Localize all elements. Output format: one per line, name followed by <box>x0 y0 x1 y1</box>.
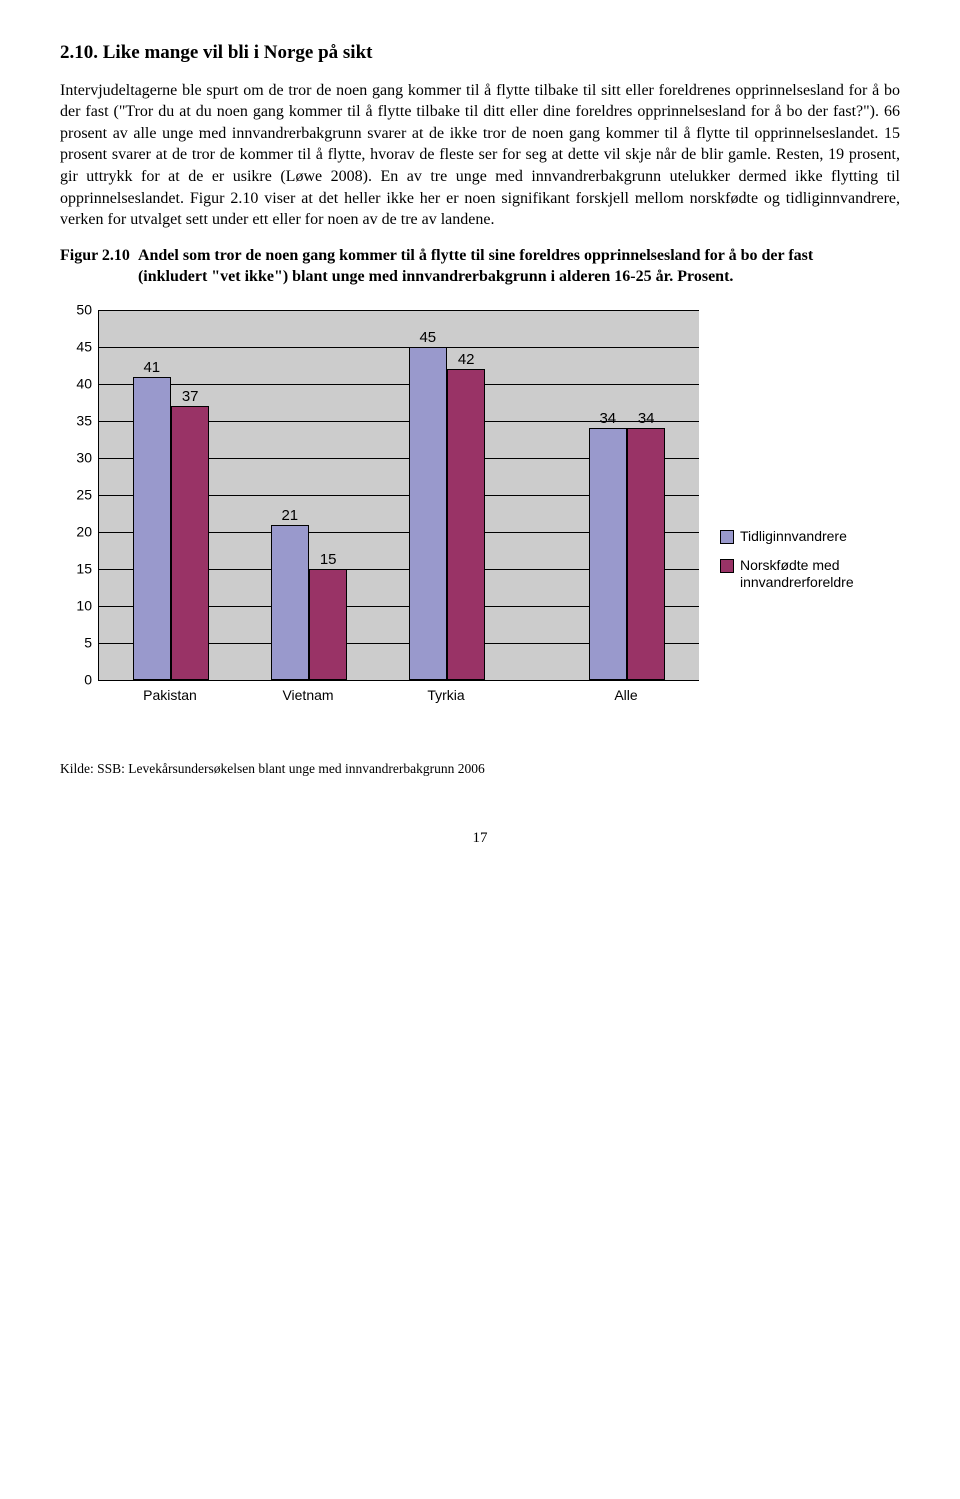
bar: 21 <box>271 525 309 680</box>
y-tick-label: 15 <box>60 560 92 579</box>
y-tick-label: 10 <box>60 597 92 616</box>
bar-value-label: 21 <box>281 506 298 526</box>
y-tick-label: 5 <box>60 634 92 653</box>
bar-value-label: 34 <box>638 409 655 429</box>
bar-value-label: 15 <box>320 550 337 570</box>
y-tick-label: 35 <box>60 412 92 431</box>
bar: 34 <box>627 428 665 680</box>
plot-area: 4137211545423434 <box>98 310 699 681</box>
bar: 45 <box>409 347 447 680</box>
bar-value-label: 41 <box>143 358 160 378</box>
bar-value-label: 42 <box>458 350 475 370</box>
bar: 41 <box>133 377 171 680</box>
page-number: 17 <box>60 828 900 848</box>
legend-item: Norskfødte med innvandrerforeldre <box>720 557 890 591</box>
figure-caption: Figur 2.10 Andel som tror de noen gang k… <box>60 245 900 288</box>
legend-label: Tidliginnvandrere <box>740 528 847 545</box>
bar-value-label: 37 <box>182 387 199 407</box>
chart-legend: Tidliginnvandrere Norskfødte med innvandr… <box>720 528 890 602</box>
x-tick-label: Alle <box>614 686 637 705</box>
bar-value-label: 34 <box>599 409 616 429</box>
bar: 15 <box>309 569 347 680</box>
gridline <box>99 384 699 385</box>
legend-item: Tidliginnvandrere <box>720 528 890 545</box>
bar: 34 <box>589 428 627 680</box>
y-tick-label: 40 <box>60 375 92 394</box>
gridline <box>99 347 699 348</box>
y-tick-label: 25 <box>60 486 92 505</box>
y-tick-label: 30 <box>60 449 92 468</box>
figure-label: Figur 2.10 <box>60 245 130 267</box>
legend-swatch <box>720 530 734 544</box>
section-heading: 2.10. Like mange vil bli i Norge på sikt <box>60 40 900 66</box>
bar: 37 <box>171 406 209 680</box>
y-tick-label: 20 <box>60 523 92 542</box>
bar-chart: 4137211545423434 05101520253035404550Pak… <box>60 302 710 742</box>
x-tick-label: Vietnam <box>282 686 333 705</box>
x-tick-label: Pakistan <box>143 686 197 705</box>
bar-value-label: 45 <box>419 328 436 348</box>
bar: 42 <box>447 369 485 680</box>
body-paragraph: Intervjudeltagerne ble spurt om de tror … <box>60 80 900 231</box>
chart-container: 4137211545423434 05101520253035404550Pak… <box>60 302 900 742</box>
source-line: Kilde: SSB: Levekårsundersøkelsen blant … <box>60 760 900 778</box>
gridline <box>99 310 699 311</box>
y-tick-label: 0 <box>60 671 92 690</box>
x-tick-label: Tyrkia <box>427 686 464 705</box>
y-tick-label: 50 <box>60 301 92 320</box>
legend-label: Norskfødte med innvandrerforeldre <box>740 557 890 591</box>
figure-caption-text: Andel som tror de noen gang kommer til å… <box>134 245 868 288</box>
legend-swatch <box>720 559 734 573</box>
y-tick-label: 45 <box>60 338 92 357</box>
